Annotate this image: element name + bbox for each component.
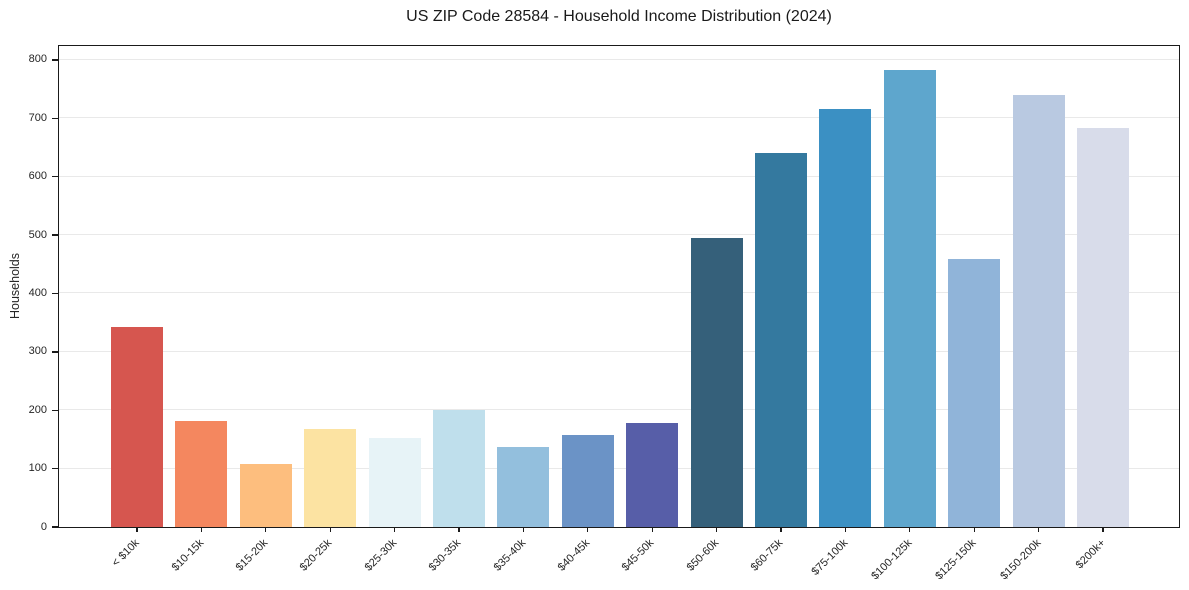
x-tick-mark	[1102, 527, 1104, 532]
y-tick-label: 500	[28, 228, 47, 241]
bar-10k	[111, 326, 163, 527]
gridline-y-800	[59, 58, 1179, 60]
x-tick-label: $15-20k	[233, 537, 271, 574]
gridline-y-400	[59, 292, 1179, 294]
y-tick-label: 0	[40, 520, 47, 533]
bar-50-60k	[690, 237, 743, 527]
y-tick-mark	[52, 59, 58, 61]
gridline-y-600	[59, 175, 1179, 177]
x-tick-label: $100-125k	[869, 537, 915, 583]
x-tick-mark	[973, 527, 975, 532]
y-tick-label: 100	[28, 462, 47, 475]
x-tick-mark	[200, 527, 203, 532]
gridline-y-200	[59, 409, 1179, 411]
gridline-y-500	[59, 234, 1179, 235]
x-tick-label: $30-35k	[426, 537, 464, 574]
y-tick-label: 200	[28, 403, 47, 416]
gridline-y-300	[59, 350, 1179, 352]
x-tick-mark	[393, 527, 396, 532]
gridline-y-100	[59, 467, 1179, 469]
x-tick-mark	[715, 527, 718, 532]
x-tick-mark	[587, 527, 589, 532]
x-tick-mark	[651, 527, 653, 532]
bar-10-15k	[175, 421, 228, 527]
bar-75-100k	[819, 109, 872, 527]
x-tick-label: $10-15k	[169, 537, 206, 574]
y-tick-label: 600	[28, 170, 47, 183]
bar-35-40k	[497, 447, 550, 527]
y-tick-label: 400	[28, 286, 47, 299]
bar-30-35k	[433, 410, 485, 527]
y-axis-label: Households	[8, 252, 22, 320]
x-tick-label: $45-50k	[620, 537, 657, 574]
bar-40-45k	[561, 435, 614, 527]
x-tick-mark	[1037, 527, 1040, 532]
x-tick-label: $60-75k	[748, 537, 786, 574]
y-tick-mark	[52, 234, 58, 236]
chart-title: US ZIP Code 28584 - Household Income Dis…	[406, 8, 832, 25]
x-tick-label: $150-200k	[997, 537, 1044, 583]
y-tick-mark	[52, 117, 58, 119]
x-tick-label: $50-60k	[684, 537, 722, 574]
bar-200k	[1077, 128, 1129, 527]
y-tick-mark	[52, 175, 58, 178]
y-tick-label: 300	[28, 345, 47, 358]
bar-20-25k	[304, 428, 357, 527]
bar-125-150k	[948, 258, 1001, 527]
y-tick-mark	[52, 292, 58, 295]
x-tick-mark	[844, 527, 847, 532]
x-tick-label: $25-30k	[362, 537, 400, 574]
bar-60-75k	[755, 153, 807, 527]
x-tick-mark	[522, 527, 525, 532]
y-tick-label: 700	[28, 111, 47, 124]
bar-15-20k	[239, 463, 292, 527]
bar-150-200k	[1012, 94, 1065, 527]
plot-area: 0 100 200 300 400 500 600 700 800 < $10k $10-15k $1…	[29, 45, 1180, 582]
x-tick-mark	[780, 527, 782, 532]
x-tick-label: $125-150k	[933, 537, 979, 583]
x-tick-label: $35-40k	[491, 537, 528, 574]
x-tick-mark	[136, 527, 138, 532]
y-tick-mark	[52, 526, 58, 528]
gridline-y-700	[59, 117, 1179, 119]
bar-25-30k	[368, 437, 421, 527]
x-tick-label: $20-25k	[298, 537, 335, 574]
y-tick-mark	[52, 409, 58, 411]
bar-45-50k	[626, 423, 679, 527]
x-tick-label: $75-100k	[808, 537, 850, 578]
x-tick-label: $40-45k	[555, 537, 593, 574]
y-tick-label: 800	[28, 53, 47, 66]
x-tick-label: $200k+	[1073, 537, 1108, 572]
x-tick-label: < $10k	[109, 537, 142, 570]
x-tick-mark	[265, 527, 267, 532]
bar-100-125k	[883, 69, 936, 527]
x-tick-mark	[329, 527, 331, 532]
x-tick-mark	[909, 527, 911, 532]
y-tick-mark	[52, 351, 58, 353]
x-tick-mark	[458, 527, 460, 532]
y-tick-mark	[52, 467, 58, 470]
